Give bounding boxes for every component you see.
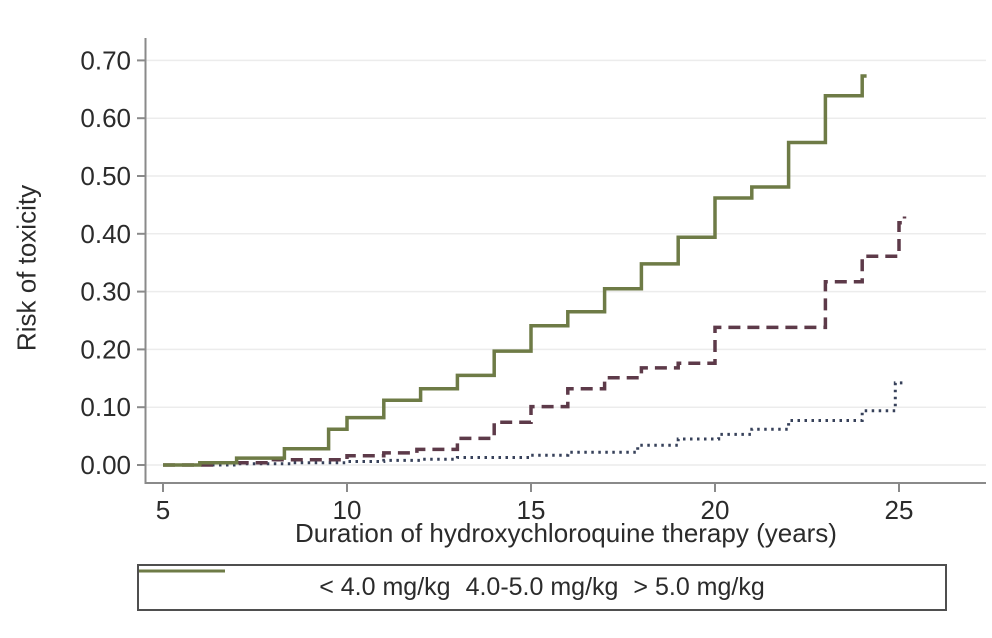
x-tick-label: 15: [517, 495, 546, 525]
y-axis-title: Risk of toxicity: [11, 184, 42, 352]
x-tick-label: 25: [885, 495, 914, 525]
y-tick-label: 0.00: [80, 450, 131, 480]
legend-line-swatch-solid: [139, 569, 225, 573]
legend-label: > 5.0 mg/kg: [633, 573, 765, 601]
y-tick-label: 0.30: [80, 277, 131, 307]
y-tick-label: 0.40: [80, 219, 131, 249]
legend-item: < 4.0 mg/kg: [139, 569, 451, 602]
series-dotted: [163, 379, 905, 467]
legend-label: 4.0-5.0 mg/kg: [465, 573, 619, 601]
x-axis-title: Duration of hydroxychloroquine therapy (…: [295, 518, 837, 548]
series-dashed: [163, 216, 907, 467]
legend: < 4.0 mg/kg 4.0-5.0 mg/kg > 5.0 mg/kg: [137, 564, 947, 611]
legend-item: 4.0-5.0 mg/kg: [139, 569, 619, 602]
y-tick-label: 0.70: [80, 45, 131, 75]
legend-label: < 4.0 mg/kg: [319, 573, 451, 601]
y-tick-label: 0.60: [80, 103, 131, 133]
y-tick-label: 0.10: [80, 392, 131, 422]
y-tick-label: 0.20: [80, 334, 131, 364]
x-tick-label: 20: [701, 495, 730, 525]
y-tick-label: 0.50: [80, 161, 131, 191]
x-tick-label: 5: [156, 495, 170, 525]
legend-item: > 5.0 mg/kg: [139, 569, 765, 602]
series-solid: [163, 74, 867, 467]
x-tick-label: 10: [333, 495, 362, 525]
